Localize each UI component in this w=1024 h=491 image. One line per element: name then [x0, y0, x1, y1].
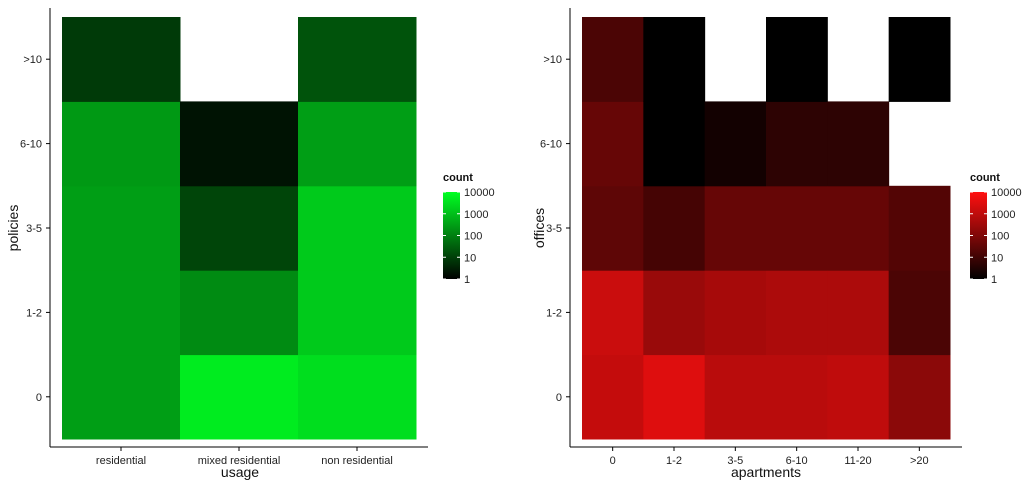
heatmap-cell-6-10-3-5: [766, 185, 828, 271]
legend-label-10000: 10000: [991, 187, 1022, 199]
heatmap-cell-residential-3-5: [62, 185, 181, 271]
x-tick-label-20: >20: [910, 455, 929, 467]
legend-label-10: 10: [464, 252, 476, 264]
heatmap-cell-residential-1-2: [62, 270, 181, 356]
legend-label-1000: 1000: [991, 209, 1015, 221]
legend-label-100: 100: [991, 231, 1009, 243]
heatmap-cell-3-5-0: [704, 354, 767, 440]
heatmap-cell-mixed-residential-6-10: [180, 101, 299, 187]
heatmap-cell-6-10-0: [766, 354, 828, 440]
heatmap-cell-non-residential-6-10: [298, 101, 417, 187]
heatmap-cell-non-residential-3-5: [298, 185, 417, 271]
heatmap-cell-3-5-6-10: [704, 101, 767, 187]
heatmap-cell-0-1-2: [582, 270, 644, 356]
heatmap-cell-0-6-10: [582, 101, 644, 187]
legend-title: count: [970, 172, 1000, 184]
heatmap-cell-6-10-6-10: [766, 101, 828, 187]
heatmap-cell-3-5-1-2: [704, 270, 767, 356]
heatmap-cell-6-10-10: [766, 17, 828, 102]
y-tick-label-1-2: 1-2: [26, 307, 42, 319]
legend-label-10: 10: [991, 252, 1003, 264]
heatmap-cell-11-20-0: [827, 354, 890, 440]
heatmap-cell-non-residential-0: [298, 354, 417, 440]
y-tick-label-3-5: 3-5: [26, 223, 42, 235]
y-tick-label-10: >10: [543, 54, 562, 66]
heatmap-cell-0-0: [582, 354, 644, 440]
y-tick-label-6-10: 6-10: [540, 139, 562, 151]
x-tick-label-3-5: 3-5: [727, 455, 743, 467]
y-tick-label-0: 0: [36, 392, 42, 404]
legend-label-10000: 10000: [464, 187, 495, 199]
x-tick-label-mixed-residential: mixed residential: [198, 455, 281, 467]
x-tick-label-1-2: 1-2: [666, 455, 682, 467]
y-axis-title: offices: [531, 208, 547, 248]
heatmap-cell-1-2-0: [643, 354, 706, 440]
heatmap-cell-1-2-10: [643, 17, 706, 102]
heatmap-cell-20-0: [888, 354, 951, 440]
heatmap-cell-11-20-6-10: [827, 101, 890, 187]
legend: count 10000 1000 100 10 1: [443, 172, 495, 286]
heatmap-cell-3-5-3-5: [704, 185, 767, 271]
legend-label-1: 1: [464, 274, 470, 286]
legend-colorbar: [970, 192, 987, 279]
heatmap-cell-mixed-residential-0: [180, 354, 299, 440]
x-tick-label-11-20: 11-20: [844, 455, 871, 467]
y-tick-label-0: 0: [556, 392, 562, 404]
y-tick-label-1-2: 1-2: [546, 307, 562, 319]
heatmap-cell-residential-10: [62, 17, 181, 102]
heatmap-cell-0-10: [582, 17, 644, 102]
x-tick-label-residential: residential: [96, 455, 146, 467]
heatmap-cell-1-2-3-5: [643, 185, 706, 271]
legend-label-1: 1: [991, 274, 997, 286]
y-axis-title: policies: [5, 205, 21, 252]
y-tick-label-3-5: 3-5: [546, 223, 562, 235]
x-tick-label-0: 0: [610, 455, 616, 467]
heatmap-cell-11-20-1-2: [827, 270, 890, 356]
heatmap-panel-2: 0 1-2 3-5 6-10 >10 0 1-2 3-5 6-10 11-20 >20 apartme…: [531, 8, 1022, 480]
heatmap-cell-20-1-2: [888, 270, 951, 356]
x-axis-title: usage: [221, 464, 259, 480]
heatmap-cell-non-residential-10: [298, 17, 417, 102]
legend-label-100: 100: [464, 231, 482, 243]
x-axis-title: apartments: [731, 464, 801, 480]
heatmap-cell-20-3-5: [888, 185, 951, 271]
heatmap-cell-11-20-3-5: [827, 185, 890, 271]
heatmap-cell-residential-0: [62, 354, 181, 440]
legend: count 10000 1000 100 10 1: [970, 172, 1022, 286]
legend-label-1000: 1000: [464, 209, 488, 221]
heatmap-cell-non-residential-1-2: [298, 270, 417, 356]
heatmap-panel-1: 0 1-2 3-5 6-10 >10 residential mixed residenti…: [5, 8, 495, 480]
heatmap-cell-mixed-residential-1-2: [180, 270, 299, 356]
heatmap-cell-residential-6-10: [62, 101, 181, 187]
heatmap-cell-1-2-6-10: [643, 101, 706, 187]
heatmap-cell-0-3-5: [582, 185, 644, 271]
heatmap-cell-6-10-1-2: [766, 270, 828, 356]
heatmap-cell-mixed-residential-3-5: [180, 185, 299, 271]
y-tick-label-10: >10: [23, 54, 42, 66]
x-tick-label-non-residential: non residential: [321, 455, 393, 467]
legend-colorbar: [443, 192, 460, 279]
legend-title: count: [443, 172, 473, 184]
heatmap-cell-20-10: [888, 17, 951, 102]
x-tick-label-6-10: 6-10: [786, 455, 808, 467]
y-tick-label-6-10: 6-10: [20, 139, 42, 151]
heatmap-cell-1-2-1-2: [643, 270, 706, 356]
